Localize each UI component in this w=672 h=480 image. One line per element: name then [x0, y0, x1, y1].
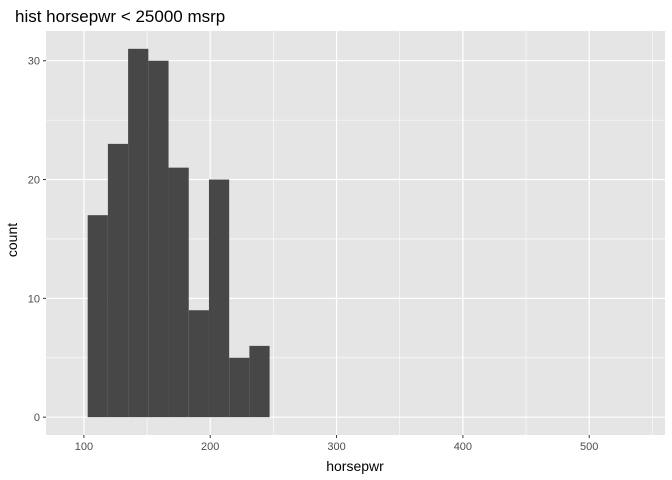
y-tick-label: 10 — [28, 293, 40, 305]
x-tick-label: 300 — [327, 441, 345, 453]
x-tick-label: 200 — [201, 441, 219, 453]
x-tick-label: 500 — [580, 441, 598, 453]
histogram-bar — [107, 143, 129, 418]
x-axis-title: horsepwr — [326, 458, 384, 474]
histogram-bar — [128, 48, 149, 418]
histogram-bar — [168, 167, 189, 418]
histogram-bar — [148, 60, 169, 418]
histogram-bar — [208, 179, 230, 418]
y-axis-ticks: 0 10 20 30 — [28, 56, 46, 424]
histogram-bar — [249, 345, 270, 418]
histogram-bar — [87, 215, 108, 418]
histogram-bar — [229, 357, 250, 418]
x-tick-label: 400 — [454, 441, 472, 453]
y-tick-label: 30 — [28, 56, 40, 68]
histogram-bar — [188, 310, 209, 418]
y-tick-label: 0 — [34, 412, 40, 424]
x-axis-ticks: 100 200 300 400 500 — [75, 435, 598, 453]
chart-title: hist horsepwr < 25000 msrp — [15, 7, 225, 26]
x-tick-label: 100 — [75, 441, 93, 453]
histogram-bars — [87, 48, 270, 418]
y-axis-title: count — [4, 223, 20, 257]
y-tick-label: 20 — [28, 175, 40, 187]
